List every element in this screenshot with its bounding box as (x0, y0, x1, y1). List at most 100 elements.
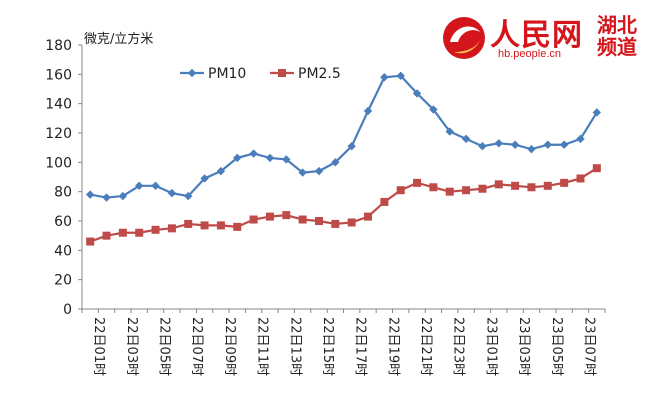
data-point-pm2-5 (445, 187, 454, 196)
data-point-pm2-5 (102, 231, 111, 240)
data-point-pm2-5 (331, 219, 340, 228)
chart-series (85, 71, 602, 246)
data-point-pm2-5 (282, 211, 291, 220)
logo-region-line1: 湖北 (597, 13, 637, 37)
chart-legend: PM10 PM2.5 (180, 66, 341, 82)
data-point-pm2-5 (527, 183, 536, 192)
data-point-pm2-5 (86, 237, 95, 246)
data-point-pm10 (85, 190, 95, 199)
x-tick-label: 22日13时 (287, 317, 302, 376)
y-tick-label: 160 (45, 67, 72, 83)
data-point-pm10 (249, 149, 258, 158)
x-tick-label: 23日05时 (549, 317, 564, 376)
data-point-pm2-5 (265, 212, 274, 221)
series-pm10 (85, 71, 602, 202)
y-tick-label: 0 (63, 302, 72, 318)
logo-name: 人民网 (490, 18, 583, 53)
people-cn-logo: 人民网 hb.people.cn 湖北 频道 (440, 10, 645, 68)
data-point-pm10 (233, 153, 242, 163)
data-point-pm10 (527, 144, 536, 154)
data-point-pm2-5 (494, 180, 503, 189)
data-point-pm10 (118, 191, 128, 201)
data-point-pm2-5 (478, 184, 487, 193)
legend-item-pm2-5: PM2.5 (270, 66, 341, 82)
data-point-pm2-5 (216, 221, 225, 230)
data-point-pm10 (151, 181, 160, 190)
data-point-pm2-5 (462, 186, 471, 195)
x-tick-label: 22日11时 (255, 317, 270, 376)
legend-swatch-marker (278, 69, 286, 77)
data-point-pm10 (510, 140, 520, 149)
y-tick-label: 60 (54, 214, 72, 230)
y-axis-unit-label: 微克/立方米 (84, 31, 153, 47)
data-point-pm10 (282, 155, 291, 164)
data-point-pm10 (445, 127, 454, 136)
data-point-pm10 (363, 106, 373, 116)
data-point-pm2-5 (364, 212, 373, 221)
data-point-pm2-5 (118, 228, 127, 237)
data-point-pm2-5 (347, 218, 356, 227)
x-tick-label: 22日21时 (418, 317, 433, 376)
legend-label: PM2.5 (298, 66, 341, 82)
data-point-pm10 (494, 139, 503, 148)
data-point-pm10 (102, 193, 111, 202)
x-tick-label: 22日15时 (320, 317, 335, 376)
x-tick-label: 22日09时 (222, 317, 237, 376)
data-point-pm2-5 (543, 181, 552, 190)
data-point-pm2-5 (151, 225, 160, 234)
y-axis-ticks: 0 20 40 60 80 100 120 140 160 180 (45, 38, 82, 318)
x-tick-label: 22日17时 (353, 317, 368, 376)
data-point-pm10 (559, 140, 569, 149)
people-cn-emblem-icon (443, 17, 485, 59)
data-point-pm2-5 (184, 219, 193, 228)
data-point-pm2-5 (314, 217, 323, 225)
x-tick-label: 22日19时 (385, 317, 400, 376)
data-point-pm2-5 (380, 197, 389, 206)
y-tick-label: 140 (45, 97, 72, 113)
data-point-pm10 (412, 89, 422, 98)
data-point-pm10 (216, 166, 226, 176)
y-tick-label: 40 (54, 243, 72, 259)
x-tick-label: 22日01时 (91, 317, 106, 376)
data-point-pm2-5 (429, 183, 438, 192)
data-point-pm10 (184, 191, 193, 201)
legend-swatch-marker (187, 68, 197, 78)
data-point-pm10 (478, 142, 487, 151)
data-point-pm2-5 (249, 215, 258, 224)
chart-axes (81, 45, 605, 310)
data-point-pm2-5 (413, 178, 422, 187)
data-point-pm10 (265, 153, 275, 163)
y-tick-label: 180 (45, 38, 72, 54)
x-tick-label: 22日07时 (189, 317, 204, 376)
data-point-pm10 (200, 174, 209, 183)
data-point-pm2-5 (233, 222, 242, 231)
data-point-pm2-5 (298, 215, 307, 224)
data-point-pm2-5 (592, 164, 601, 173)
logo-url: hb.people.cn (498, 48, 561, 60)
data-point-pm2-5 (396, 186, 405, 195)
y-tick-label: 20 (54, 273, 72, 289)
data-point-pm10 (347, 142, 356, 151)
data-point-pm10 (135, 181, 144, 190)
y-tick-label: 120 (45, 126, 72, 142)
legend-label: PM10 (208, 66, 246, 82)
data-point-pm10 (396, 71, 405, 80)
data-point-pm10 (298, 168, 307, 177)
x-tick-label: 23日07时 (581, 317, 596, 376)
logo-region-line2: 频道 (597, 35, 637, 59)
x-tick-label: 23日01时 (483, 317, 498, 376)
data-point-pm10 (429, 105, 438, 114)
data-point-pm2-5 (560, 178, 569, 187)
data-point-pm2-5 (200, 221, 209, 230)
data-point-pm2-5 (511, 181, 520, 190)
data-point-pm2-5 (576, 174, 585, 183)
data-point-pm10 (592, 108, 602, 117)
x-tick-label: 23日03时 (516, 317, 531, 376)
x-tick-label: 22日05时 (157, 317, 172, 376)
data-point-pm10 (380, 73, 389, 82)
legend-item-pm10: PM10 (180, 66, 246, 82)
data-point-pm10 (331, 158, 340, 167)
x-tick-label: 22日03时 (124, 317, 139, 376)
data-point-pm2-5 (167, 224, 176, 233)
